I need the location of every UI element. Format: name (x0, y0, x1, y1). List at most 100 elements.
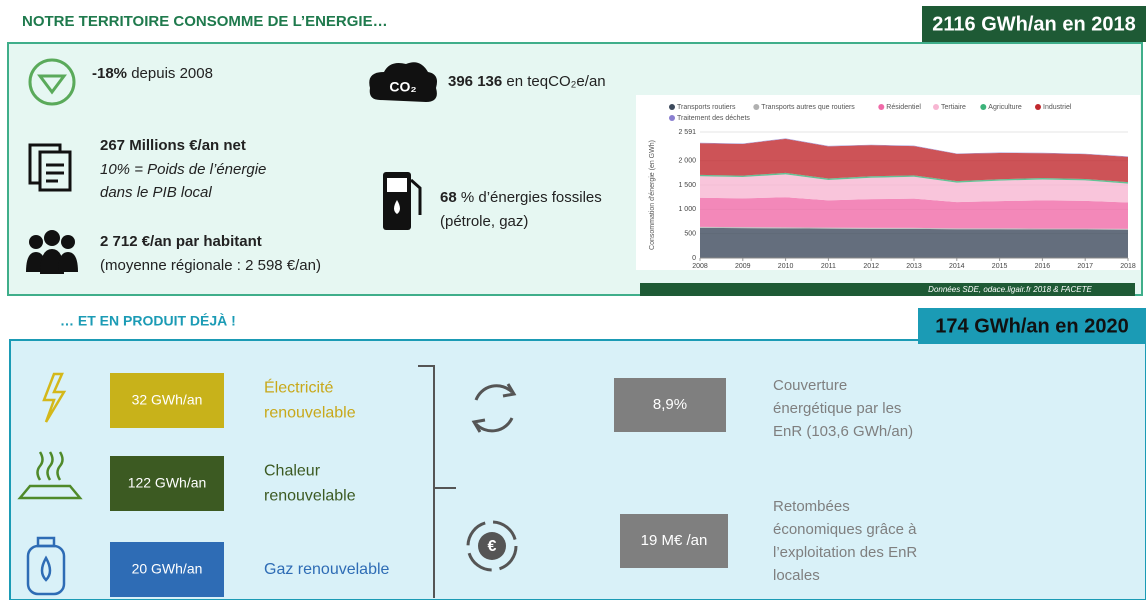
benefits-text: économiques grâce à (773, 521, 917, 538)
y-tick-label: 2 591 (678, 129, 696, 136)
benefits-text: l’exploitation des EnR (773, 544, 917, 561)
electricity-icon (42, 372, 67, 423)
cost-icon (28, 143, 72, 192)
area (700, 174, 1128, 203)
x-tick-label: 2018 (1120, 263, 1136, 270)
cost-share: 10% = Poids de l’énergie (100, 161, 266, 178)
x-tick-label: 2008 (692, 263, 708, 270)
x-tick-label: 2012 (863, 263, 879, 270)
per-capita-value: 2 712 €/an par habitant (100, 233, 262, 250)
people-icon (26, 230, 78, 274)
item-label: renouvelable (264, 488, 356, 505)
amount-box (110, 542, 224, 597)
source-bar (640, 283, 1135, 296)
fossil-text: % d’énergies fossiles (457, 189, 602, 206)
item-label: renouvelable (264, 405, 356, 422)
gas-icon (26, 536, 66, 596)
y-tick-label: 500 (684, 231, 696, 238)
y-tick-label: 2 000 (678, 158, 696, 165)
coverage-text: Couverture (773, 377, 847, 394)
legend-label: Agriculture (988, 104, 1022, 111)
badge-text: 2116 GWh/an en 2018 (932, 13, 1135, 35)
section-title: NOTRE TERRITOIRE CONSOMME DE L’ENERGIE… (22, 13, 388, 30)
cycle-icon (471, 383, 517, 433)
legend-label: Transports routiers (677, 104, 736, 111)
legend-label: Résidentiel (886, 104, 921, 111)
badge (922, 6, 1146, 42)
bracket (418, 365, 456, 598)
heat-icon (17, 451, 83, 500)
per-capita-note: (moyenne régionale : 2 598 €/an) (100, 257, 321, 274)
co2-value: 396 136 (448, 73, 502, 90)
co2: 396 136 en teqCO₂e/an (448, 73, 606, 90)
legend-swatch (753, 104, 760, 110)
benefits-box (620, 514, 728, 568)
amount-box (110, 456, 224, 511)
benefits-text: Retombées (773, 498, 850, 515)
amount: 32 GWh/an (132, 392, 203, 408)
section-title: … ET EN PRODUIT DÉJÀ ! (60, 313, 236, 329)
y-tick-label: 1 000 (678, 206, 696, 213)
coverage-text: EnR (103,6 GWh/an) (773, 423, 913, 440)
x-tick-label: 2014 (949, 263, 965, 270)
production-items: 32 GWh/an Électricité renouvelable 122 GWh/… (110, 373, 390, 597)
cost-share: dans le PIB local (100, 184, 212, 201)
y-axis-label: Consommation d'énergie (en GWh) (649, 140, 656, 250)
legend-label: Traitement des déchets (677, 115, 750, 122)
item-label: Chaleur (264, 463, 321, 480)
fossil: 68 % d’énergies fossiles (440, 189, 602, 206)
benefits-value: 19 M€ /an (641, 532, 708, 549)
x-tick-label: 2013 (906, 263, 922, 270)
trend-icon-arrow (37, 74, 67, 95)
legend-label: Transports autres que routiers (761, 104, 855, 111)
source: Données SDE, odace.ligair.fr 2018 & FACE… (928, 285, 1092, 294)
svg-text:€: € (488, 538, 497, 555)
chart: Transports routiers Transports autres que… (649, 104, 1136, 270)
trend-value: -18% (92, 65, 127, 82)
fossil-note: (pétrole, gaz) (440, 213, 528, 230)
legend-swatch (933, 104, 939, 110)
legend-swatch (878, 104, 885, 110)
trend-text: depuis 2008 (127, 65, 213, 82)
amount: 122 GWh/an (128, 475, 207, 491)
coverage-value: 8,9% (653, 396, 687, 413)
coverage-box (614, 378, 726, 432)
euro-cycle-icon: € (466, 520, 518, 572)
x-tick-label: 2017 (1077, 263, 1093, 270)
amount: 20 GWh/an (132, 561, 203, 577)
fuel-icon (383, 172, 422, 230)
svg-text:CO₂: CO₂ (389, 79, 416, 95)
legend-swatch (1035, 104, 1041, 110)
benefits-text: locales (773, 567, 820, 584)
co2-icon: CO₂ (369, 62, 437, 102)
x-tick-label: 2016 (1035, 263, 1051, 270)
legend-swatch (669, 104, 675, 110)
item-label: Gaz renouvelable (264, 561, 390, 578)
area (700, 197, 1128, 229)
trend-icon (28, 58, 76, 106)
coverage-text: énergétique par les (773, 400, 901, 417)
area (700, 172, 1128, 184)
trend: -18% depuis 2008 (92, 65, 213, 82)
legend-swatch (980, 104, 987, 110)
area (700, 227, 1128, 258)
fossil-value: 68 (440, 189, 457, 206)
co2-text: en teqCO₂e/an (502, 73, 605, 90)
y-tick-label: 1 500 (678, 182, 696, 189)
area (700, 226, 1128, 230)
descriptions: Couverture énergétique par les EnR (103,6 … (773, 377, 917, 584)
x-tick-label: 2009 (735, 263, 751, 270)
badge (918, 308, 1146, 344)
badge-text: 174 GWh/an en 2020 (935, 315, 1128, 337)
area (700, 138, 1128, 183)
y-tick-label: 0 (692, 255, 696, 262)
legend-label: Industriel (1043, 104, 1072, 111)
amount-box (110, 373, 224, 428)
cost-value: 267 Millions €/an net (100, 137, 246, 154)
x-tick-label: 2015 (992, 263, 1008, 270)
item-label: Électricité (264, 378, 333, 397)
legend-swatch (669, 115, 675, 121)
x-tick-label: 2011 (821, 263, 836, 270)
legend-label: Tertiaire (941, 104, 966, 111)
